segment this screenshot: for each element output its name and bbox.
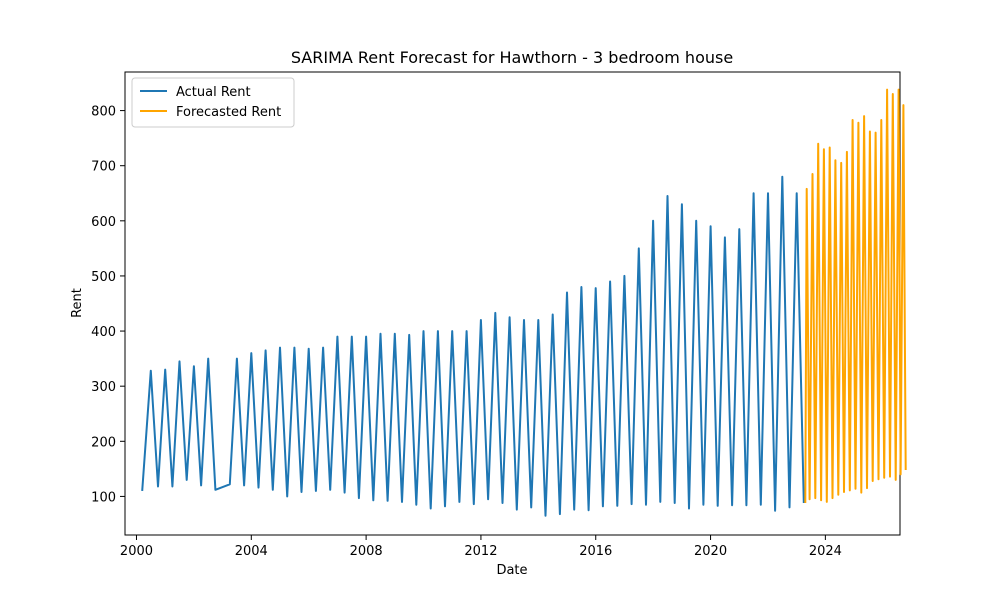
y-tick-label: 200 [91,435,116,450]
legend-label-actual: Actual Rent [176,85,251,100]
series-line-actual-rent [141,175,805,517]
y-tick-label: 600 [91,215,116,230]
legend-box [131,77,295,128]
x-axis-label: Date [496,563,527,578]
legend: Actual Rent Forecasted Rent [131,77,295,128]
x-axis: 2000 2004 2008 2012 2016 2020 2024 [120,535,842,559]
y-tick-label: 100 [91,490,116,505]
x-tick-label: 2008 [350,544,383,559]
legend-label-forecast: Forecasted Rent [176,105,281,120]
x-tick-label: 2020 [694,544,727,559]
y-axis-label: Rent [70,288,85,318]
y-tick-label: 400 [91,325,116,340]
x-tick-label: 2016 [579,544,612,559]
y-axis: 100 200 300 400 500 600 700 800 [91,105,125,505]
y-tick-label: 300 [91,380,116,395]
y-tick-label: 500 [91,270,116,285]
series-layer [141,88,907,517]
y-tick-label: 700 [91,160,116,175]
x-tick-label: 2024 [809,544,842,559]
x-tick-label: 2000 [120,544,153,559]
chart-title: SARIMA Rent Forecast for Hawthorn - 3 be… [291,48,733,67]
y-tick-label: 800 [91,105,116,120]
x-tick-label: 2004 [235,544,268,559]
series-line-forecasted-rent [804,88,907,504]
plot-area [124,71,907,536]
x-tick-label: 2012 [464,544,497,559]
plot-frame [124,71,901,536]
